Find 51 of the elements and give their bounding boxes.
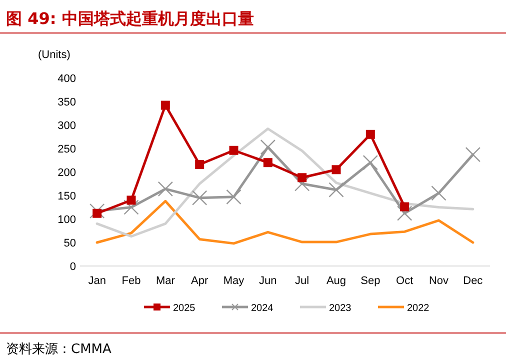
point (431, 186, 446, 201)
point (126, 196, 136, 205)
x-tick-label: Feb (122, 275, 141, 287)
y-tick-label: 50 (64, 238, 76, 250)
point (226, 189, 242, 205)
point (396, 206, 412, 221)
point (192, 190, 208, 206)
point (158, 181, 174, 197)
legend-label: 2025 (173, 303, 196, 314)
y-tick-label: 250 (58, 144, 76, 156)
point (332, 165, 341, 174)
y-tick-label: 350 (58, 96, 76, 108)
x-tick-label: May (223, 275, 245, 287)
legend-label: 2024 (251, 303, 274, 314)
x-tick-label: Mar (156, 275, 176, 287)
point (260, 139, 276, 155)
text: 资料来源：CMMA (6, 342, 112, 357)
point (89, 203, 105, 219)
point (263, 158, 272, 168)
legend-label: 2023 (329, 303, 352, 314)
point (400, 202, 410, 212)
x-tick-label: Aug (326, 275, 346, 287)
x-tick-label: Jun (259, 275, 277, 287)
x-tick-label: Oct (396, 275, 414, 287)
x-tick-label: Nov (428, 275, 450, 287)
line-series (96, 200, 474, 245)
point (465, 147, 481, 162)
y-tick-label: 400 (58, 73, 76, 85)
y-tick-label: 200 (58, 167, 76, 179)
x-tick-label: Jan (88, 275, 106, 287)
point (160, 100, 170, 110)
point (362, 155, 378, 170)
line-series (96, 128, 474, 238)
point (298, 173, 307, 182)
y-tick-label: 150 (58, 190, 76, 202)
point (195, 160, 204, 169)
y-tick-label: 300 (58, 120, 76, 132)
point (229, 146, 238, 155)
point (328, 182, 344, 198)
point (366, 130, 375, 139)
point (92, 208, 102, 218)
y-tick-label: 0 (70, 261, 76, 273)
y-axis-title: (Units) (38, 49, 70, 61)
x-tick-label: Jul (295, 275, 310, 287)
y-tick-label: 100 (58, 214, 76, 226)
x-tick-label: Sep (360, 275, 380, 287)
x-tick-label: Apr (191, 275, 208, 287)
x-tick-label: Dec (463, 275, 484, 287)
legend-label: 2022 (407, 303, 430, 314)
point (124, 200, 139, 215)
chart-title: 图 49: 中国塔式起重机月度出口量 (6, 9, 254, 28)
